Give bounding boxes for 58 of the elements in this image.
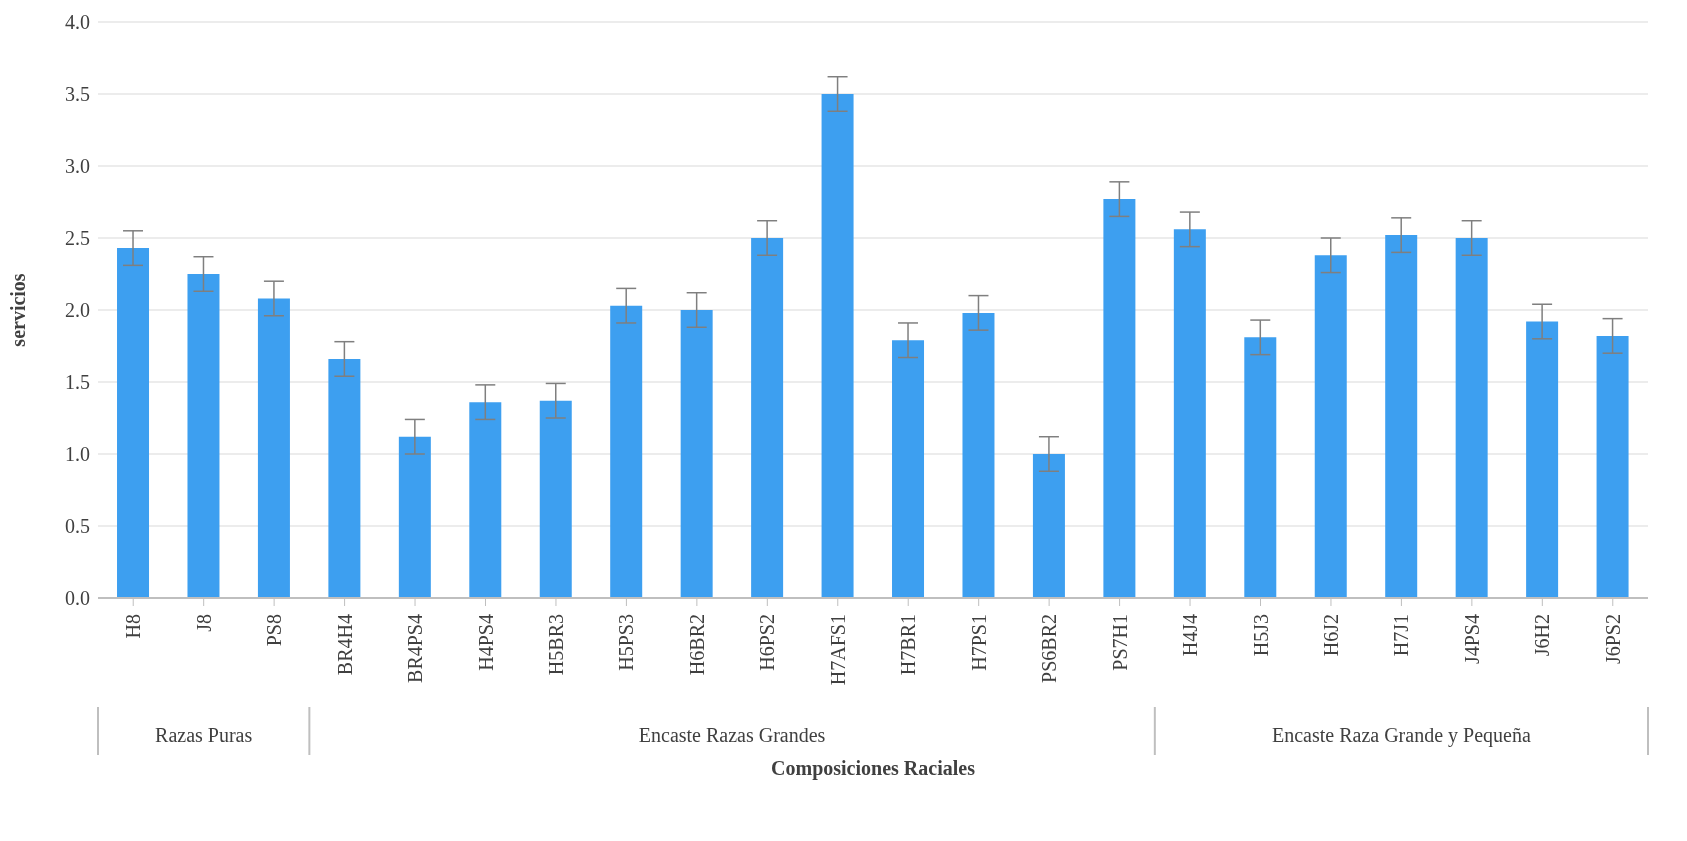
- bar: [1596, 335, 1629, 598]
- x-tick-label: PS6BR2: [1038, 614, 1061, 683]
- x-tick-label: J8: [192, 614, 215, 632]
- bar: [821, 94, 854, 598]
- x-tick-label: H6BR2: [685, 614, 708, 676]
- bar: [1385, 235, 1418, 598]
- x-tick-label: PS7H1: [1108, 614, 1131, 671]
- y-tick-label: 1.0: [65, 443, 90, 466]
- x-tick-label: J4PS4: [1460, 614, 1483, 665]
- x-tick-label: H5PS3: [615, 614, 638, 671]
- y-tick-label: 4.0: [65, 11, 90, 34]
- x-tick-label: H7J1: [1390, 614, 1413, 657]
- x-tick-label: PS8: [263, 614, 286, 647]
- x-tick-label: BR4PS4: [404, 614, 427, 683]
- bar: [187, 274, 220, 598]
- bar: [962, 312, 995, 598]
- x-tick-label: H4J4: [1179, 614, 1202, 657]
- bar: [398, 436, 431, 598]
- text: Encaste Raza Grande y Pequeña: [1272, 724, 1531, 747]
- y-tick-label: 2.5: [65, 227, 90, 250]
- text: Encaste Razas Grandes: [638, 724, 826, 746]
- x-tick-label: J6H2: [1531, 614, 1554, 657]
- y-tick-label: 0.5: [65, 515, 90, 538]
- bar: [1173, 229, 1206, 598]
- x-tick-label: H5BR3: [544, 614, 567, 676]
- x-tick-label: H8: [122, 614, 145, 639]
- bar: [539, 400, 572, 598]
- bar: [751, 238, 784, 598]
- bar: [257, 298, 290, 598]
- x-axis-title: Composiciones Raciales: [770, 757, 976, 780]
- y-tick-label: 3.0: [65, 155, 90, 178]
- bar: [892, 340, 925, 598]
- bar: [469, 402, 502, 598]
- bar: [328, 358, 361, 598]
- bar: [1526, 321, 1559, 598]
- y-tick-label: 0.0: [65, 587, 90, 610]
- bar: [1455, 238, 1488, 598]
- y-axis-title: servicios: [7, 273, 30, 347]
- x-tick-label: H6PS2: [756, 614, 779, 671]
- x-tick-label: H6J2: [1319, 614, 1342, 657]
- bar: [680, 310, 713, 598]
- bar: [1244, 337, 1277, 598]
- x-tick-label: H7AFS1: [826, 614, 849, 686]
- y-tick-label: 2.0: [65, 299, 90, 322]
- bar: [117, 248, 150, 598]
- y-tick-label: 3.5: [65, 83, 90, 106]
- x-tick-label: H4PS4: [474, 614, 497, 671]
- bar: [1103, 199, 1136, 598]
- bar: [1314, 255, 1347, 598]
- y-tick-label: 1.5: [65, 371, 90, 394]
- bar: [610, 305, 643, 598]
- x-tick-label: H5J3: [1249, 614, 1272, 657]
- bar: [1032, 454, 1065, 598]
- x-tick-label: H7PS1: [967, 614, 990, 671]
- x-tick-label: BR4H4: [333, 614, 356, 676]
- x-tick-label: J6PS2: [1601, 614, 1624, 665]
- x-tick-label: H7BR1: [897, 614, 920, 676]
- text: Razas Puras: [155, 724, 253, 746]
